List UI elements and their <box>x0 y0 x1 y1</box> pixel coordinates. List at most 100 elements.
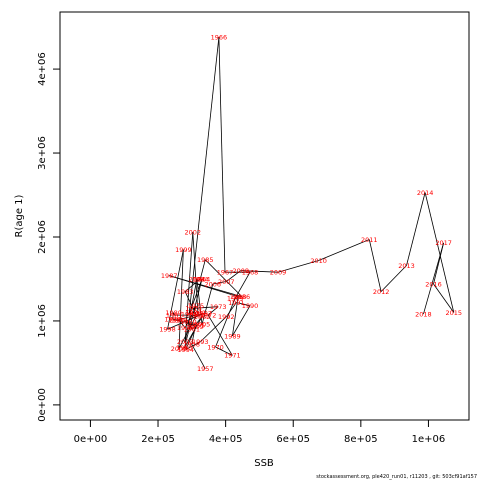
year-label: 1996 <box>168 316 185 324</box>
year-label: 2006 <box>205 280 222 288</box>
year-label: 1970 <box>207 343 224 351</box>
x-tick-label: 0e+00 <box>74 434 108 445</box>
year-label: 2009 <box>270 269 287 277</box>
year-label: 1987 <box>161 272 178 280</box>
trajectory-segment <box>212 281 227 285</box>
y-tick-label: 2e+06 <box>37 220 48 254</box>
trajectory-segment <box>215 298 236 348</box>
year-label: 2007 <box>218 278 235 286</box>
trajectory-segment <box>424 192 455 313</box>
trajectory-segment <box>178 249 184 349</box>
trajectory-segment <box>236 302 251 307</box>
trajectory-segment <box>191 316 203 330</box>
year-label: 1988 <box>230 293 247 301</box>
year-label: 2000 <box>171 345 188 353</box>
year-label: 1963 <box>176 344 193 352</box>
trajectory-segment <box>277 260 319 273</box>
y-tick-label: 1e+06 <box>37 304 48 338</box>
trajectory-segment <box>380 265 407 292</box>
trajectory-segment <box>232 296 239 337</box>
x-tick-label: 4e+05 <box>209 434 243 445</box>
trajectory-segment <box>423 242 444 315</box>
trajectory-segment <box>215 346 233 356</box>
year-label: 1962 <box>194 313 211 321</box>
year-label: 1991 <box>228 299 245 307</box>
year-label: 1985 <box>197 256 214 264</box>
year-label: 2017 <box>435 239 452 247</box>
year-label: 2001 <box>190 309 207 317</box>
year-label: 1999 <box>175 246 192 254</box>
trajectory-segment <box>199 259 206 280</box>
year-label: 1995 <box>189 321 206 329</box>
year-label: 2002 <box>185 228 202 236</box>
year-label: 1993 <box>192 338 209 346</box>
year-label: 1959 <box>187 323 204 331</box>
trajectory-segment <box>172 312 174 320</box>
year-label: 1957 <box>197 365 214 373</box>
year-label: 1989 <box>224 332 241 340</box>
trajectory-segment <box>318 239 370 261</box>
year-label: 1977 <box>177 324 194 332</box>
year-label: 1975 <box>188 302 205 310</box>
year-label: 1983 <box>177 288 194 296</box>
trajectory-segment <box>178 312 199 349</box>
year-label: 1964 <box>194 275 211 283</box>
year-label: 2010 <box>310 257 327 265</box>
year-label: 1974 <box>185 305 202 313</box>
y-axis-title: R(age 1) <box>14 194 25 237</box>
trajectory-segment <box>240 270 279 273</box>
year-label: 2008 <box>233 267 250 275</box>
year-label: 1969 <box>227 295 244 303</box>
year-label: 2005 <box>194 321 211 329</box>
year-label: 2013 <box>398 262 415 270</box>
year-label: 1965 <box>181 311 198 319</box>
trajectory-segment <box>200 316 227 343</box>
year-label: 1973 <box>210 303 227 311</box>
year-label: 1998 <box>159 326 176 334</box>
trajectory-segment <box>193 305 197 313</box>
trajectory-segment <box>368 239 382 292</box>
trajectory-segment <box>184 278 201 292</box>
trajectory-segment <box>173 312 175 316</box>
year-label: 1981 <box>166 311 183 319</box>
plot-frame <box>59 11 470 421</box>
year-label: 1968 <box>242 269 259 277</box>
trajectory-segment <box>218 37 226 273</box>
x-tick-label: 6e+05 <box>276 434 310 445</box>
y-tick-label: 0e+00 <box>37 388 48 422</box>
x-tick-label: 1e+06 <box>412 434 446 445</box>
trajectory-segment <box>201 283 214 325</box>
year-label: 1972 <box>200 311 217 319</box>
year-label: 2003 <box>177 338 194 346</box>
year-label: 1992 <box>218 313 235 321</box>
trajectory-segment <box>188 37 220 315</box>
year-label: 2016 <box>425 280 442 288</box>
trajectory-segment <box>205 259 243 297</box>
trajectory-segment <box>185 341 201 350</box>
trajectory-segment <box>406 192 426 266</box>
trajectory-segment <box>184 231 194 342</box>
x-axis-title: SSB <box>254 458 274 469</box>
year-label: 1980 <box>165 309 182 317</box>
year-label: 1958 <box>184 341 201 349</box>
y-tick-label: 3e+06 <box>37 136 48 170</box>
year-label: 1984 <box>192 275 209 283</box>
year-label: 2012 <box>373 288 390 296</box>
trajectory-segment <box>196 278 203 325</box>
year-label: 1982 <box>188 311 205 319</box>
year-label: 2018 <box>415 311 432 319</box>
year-label: 1979 <box>164 316 181 324</box>
year-label: 2015 <box>446 309 463 317</box>
year-label: 2014 <box>417 189 434 197</box>
trajectory-segment <box>234 272 251 299</box>
trajectory-segment <box>207 306 219 316</box>
year-label: 1994 <box>177 346 194 354</box>
year-label: 1978 <box>171 316 188 324</box>
year-label: 1967 <box>217 269 234 277</box>
trajectory-segment <box>169 275 239 297</box>
trajectory-segment <box>185 324 198 350</box>
year-label: 1961 <box>184 326 201 334</box>
x-tick-label: 2e+05 <box>141 434 175 445</box>
trajectory-segment <box>167 313 204 330</box>
